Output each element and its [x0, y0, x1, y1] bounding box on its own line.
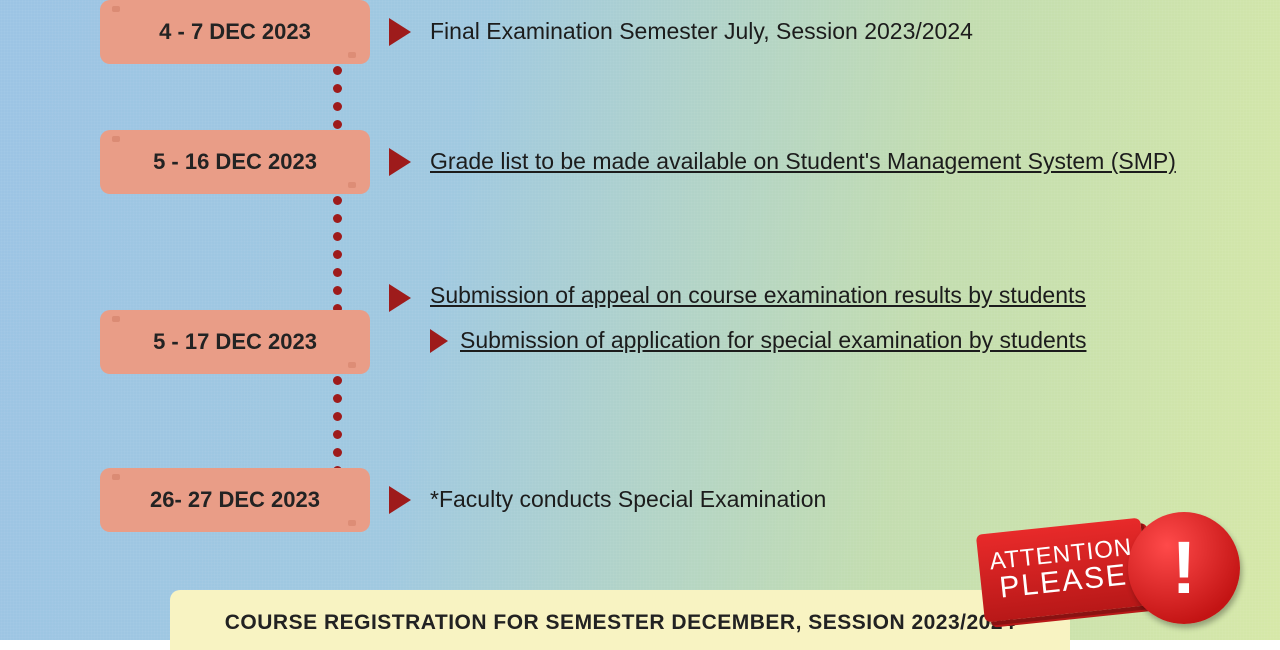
dot-icon: [333, 120, 342, 129]
timeline-row: 4 - 7 DEC 2023 Final Examination Semeste…: [100, 0, 973, 64]
date-badge: 5 - 16 DEC 2023: [100, 130, 370, 194]
timeline-row: 5 - 17 DEC 2023 Submission of appeal on …: [100, 278, 1086, 374]
dot-icon: [333, 196, 342, 205]
arrow-connector: [370, 278, 430, 312]
banner-text: COURSE REGISTRATION FOR SEMESTER DECEMBE…: [225, 611, 1015, 635]
arrow-right-icon: [389, 18, 411, 46]
dot-icon: [333, 412, 342, 421]
event-description: Submission of appeal on course examinati…: [430, 278, 1086, 363]
dot-icon: [333, 102, 342, 111]
attention-circle-icon: !: [1128, 512, 1240, 624]
dot-icon: [333, 250, 342, 259]
event-description: Final Examination Semester July, Session…: [430, 0, 973, 49]
event-description: *Faculty conducts Special Examination: [430, 468, 826, 517]
dot-icon: [333, 84, 342, 93]
event-text: Final Examination Semester July, Session…: [430, 18, 973, 44]
dot-icon: [333, 66, 342, 75]
arrow-connector: [370, 468, 430, 514]
arrow-right-icon: [389, 284, 411, 312]
dot-icon: [333, 268, 342, 277]
dot-icon: [333, 232, 342, 241]
event-text: Grade list to be made available on Stude…: [430, 148, 1176, 174]
arrow-connector: [370, 0, 430, 46]
timeline-row: 26- 27 DEC 2023 *Faculty conducts Specia…: [100, 468, 826, 532]
arrow-right-icon: [389, 486, 411, 514]
date-text: 26- 27 DEC 2023: [150, 487, 320, 513]
dot-icon: [333, 214, 342, 223]
date-text: 5 - 17 DEC 2023: [153, 329, 317, 355]
event-item: Submission of application for special ex…: [430, 323, 1086, 358]
event-text: *Faculty conducts Special Examination: [430, 486, 826, 512]
attention-sign: ATTENTION PLEASE: [976, 518, 1149, 623]
event-item: Submission of appeal on course examinati…: [430, 278, 1086, 313]
dot-icon: [333, 448, 342, 457]
arrow-right-icon: [430, 329, 448, 353]
date-badge: 4 - 7 DEC 2023: [100, 0, 370, 64]
date-badge: 5 - 17 DEC 2023: [100, 310, 370, 374]
dot-icon: [333, 394, 342, 403]
timeline-row: 5 - 16 DEC 2023 Grade list to be made av…: [100, 130, 1176, 194]
exclamation-icon: !: [1172, 531, 1197, 605]
registration-banner: COURSE REGISTRATION FOR SEMESTER DECEMBE…: [170, 590, 1070, 650]
date-text: 4 - 7 DEC 2023: [159, 19, 311, 45]
event-text: Submission of application for special ex…: [460, 323, 1086, 358]
arrow-connector: [370, 130, 430, 176]
dot-icon: [333, 376, 342, 385]
attention-callout: ATTENTION PLEASE !: [980, 512, 1240, 632]
event-description: Grade list to be made available on Stude…: [430, 130, 1176, 179]
date-badge: 26- 27 DEC 2023: [100, 468, 370, 532]
arrow-right-icon: [389, 148, 411, 176]
dot-icon: [333, 430, 342, 439]
date-text: 5 - 16 DEC 2023: [153, 149, 317, 175]
event-text: Submission of appeal on course examinati…: [430, 278, 1086, 313]
